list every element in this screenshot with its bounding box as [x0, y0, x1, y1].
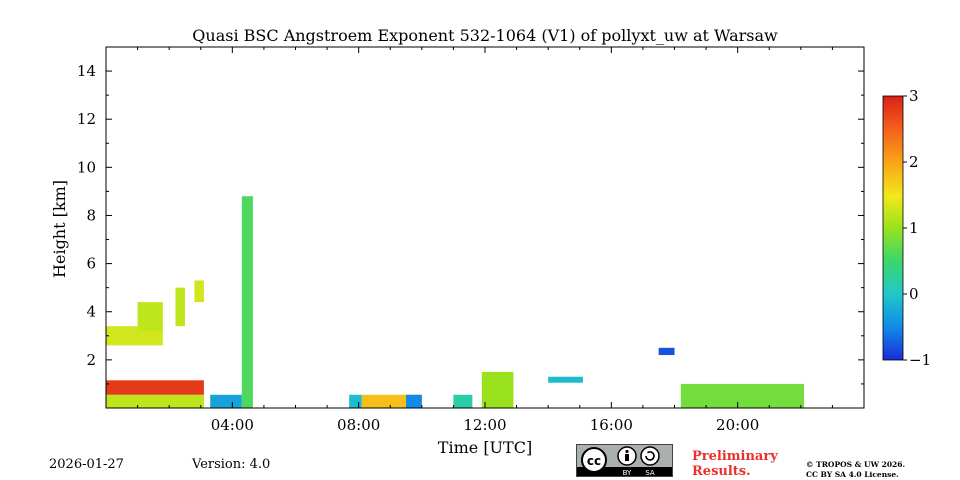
region-layer-18-22h — [680, 383, 804, 408]
x-tick-label: 04:00 — [211, 416, 254, 434]
region-mid-layer-3-4km — [137, 302, 163, 331]
x-tick-label: 12:00 — [463, 416, 506, 434]
sa-arrow — [645, 451, 655, 461]
by-person-head — [625, 449, 629, 454]
cc-badge-strip — [577, 467, 672, 476]
plot-background — [106, 47, 864, 408]
preliminary-line-1: Preliminary — [692, 449, 778, 464]
badge-by-label: BY — [623, 469, 632, 476]
region-blue-base-3.3-4.5h — [210, 394, 242, 408]
region-patch-8h — [349, 394, 362, 408]
colorbar-tick-label: 1 — [909, 219, 919, 237]
data-regions — [106, 196, 804, 408]
x-tick-label: 08:00 — [337, 416, 380, 434]
colorbar-tick-label: 2 — [909, 153, 919, 171]
x-tick-label: 20:00 — [716, 416, 759, 434]
by-person-body — [625, 454, 629, 461]
x-axis-ticks: 04:00 08:00 12:00 16:00 20:00 — [137, 47, 833, 434]
plot-area: 04:00 08:00 12:00 16:00 20:00 2 4 6 8 10 12 14 — [77, 46, 865, 434]
y-tick-label: 6 — [86, 255, 96, 273]
colorbar-ticks: 3 2 1 0 −1 — [903, 87, 931, 369]
x-tick-label: 16:00 — [590, 416, 633, 434]
license-line-2: CC BY SA 4.0 License. — [806, 470, 899, 479]
colorbar-tick-label: −1 — [909, 351, 931, 369]
y-tick-label: 12 — [77, 110, 96, 128]
cc-badge-graphic: cc BY SA — [577, 446, 672, 476]
region-streak-14.5h — [548, 376, 583, 383]
chart-title: Quasi BSC Angstroem Exponent 532-1064 (V… — [192, 26, 778, 45]
region-low-layer-0-3h-base — [106, 394, 204, 408]
preliminary-line-2: Results. — [692, 464, 751, 479]
region-column-12.5h — [481, 371, 514, 408]
footer-date: 2026-01-27 — [49, 457, 124, 472]
y-tick-label: 14 — [77, 62, 96, 80]
region-patch-11.5h — [453, 394, 473, 408]
y-axis-ticks: 2 4 6 8 10 12 14 — [77, 62, 864, 385]
region-low-layer-0-3h-mid — [106, 380, 204, 395]
y-axis-label: Height [km] — [50, 180, 69, 278]
license-line-1: © TROPOS & UW 2026. — [806, 460, 906, 469]
colorbar-tick-label: 0 — [909, 285, 919, 303]
y-tick-label: 4 — [86, 303, 96, 321]
colorbar: 3 2 1 0 −1 — [882, 87, 931, 369]
region-patch-17.8h — [658, 347, 675, 356]
region-patch-9.8h — [406, 394, 422, 408]
region-plume-3h — [194, 280, 204, 303]
sa-share-icon — [640, 446, 660, 466]
badge-sa-label: SA — [645, 469, 655, 476]
y-tick-label: 8 — [86, 206, 96, 224]
cc-license-badge: cc BY SA — [576, 444, 673, 477]
y-tick-label: 2 — [86, 351, 96, 369]
license-note: © TROPOS & UW 2026. CC BY SA 4.0 License… — [806, 460, 905, 480]
y-tick-label: 10 — [77, 158, 96, 176]
footer-version: Version: 4.0 — [192, 457, 271, 472]
region-column-4.5h — [241, 196, 253, 408]
preliminary-results-note: Preliminary Results. — [692, 449, 778, 479]
colorbar-scale — [882, 95, 904, 361]
colorbar-tick-label: 3 — [909, 87, 919, 105]
region-plume-2.3h — [175, 287, 185, 327]
cc-icon — [581, 447, 607, 473]
cc-icon-text: cc — [587, 454, 601, 468]
x-axis-label: Time [UTC] — [438, 438, 532, 457]
